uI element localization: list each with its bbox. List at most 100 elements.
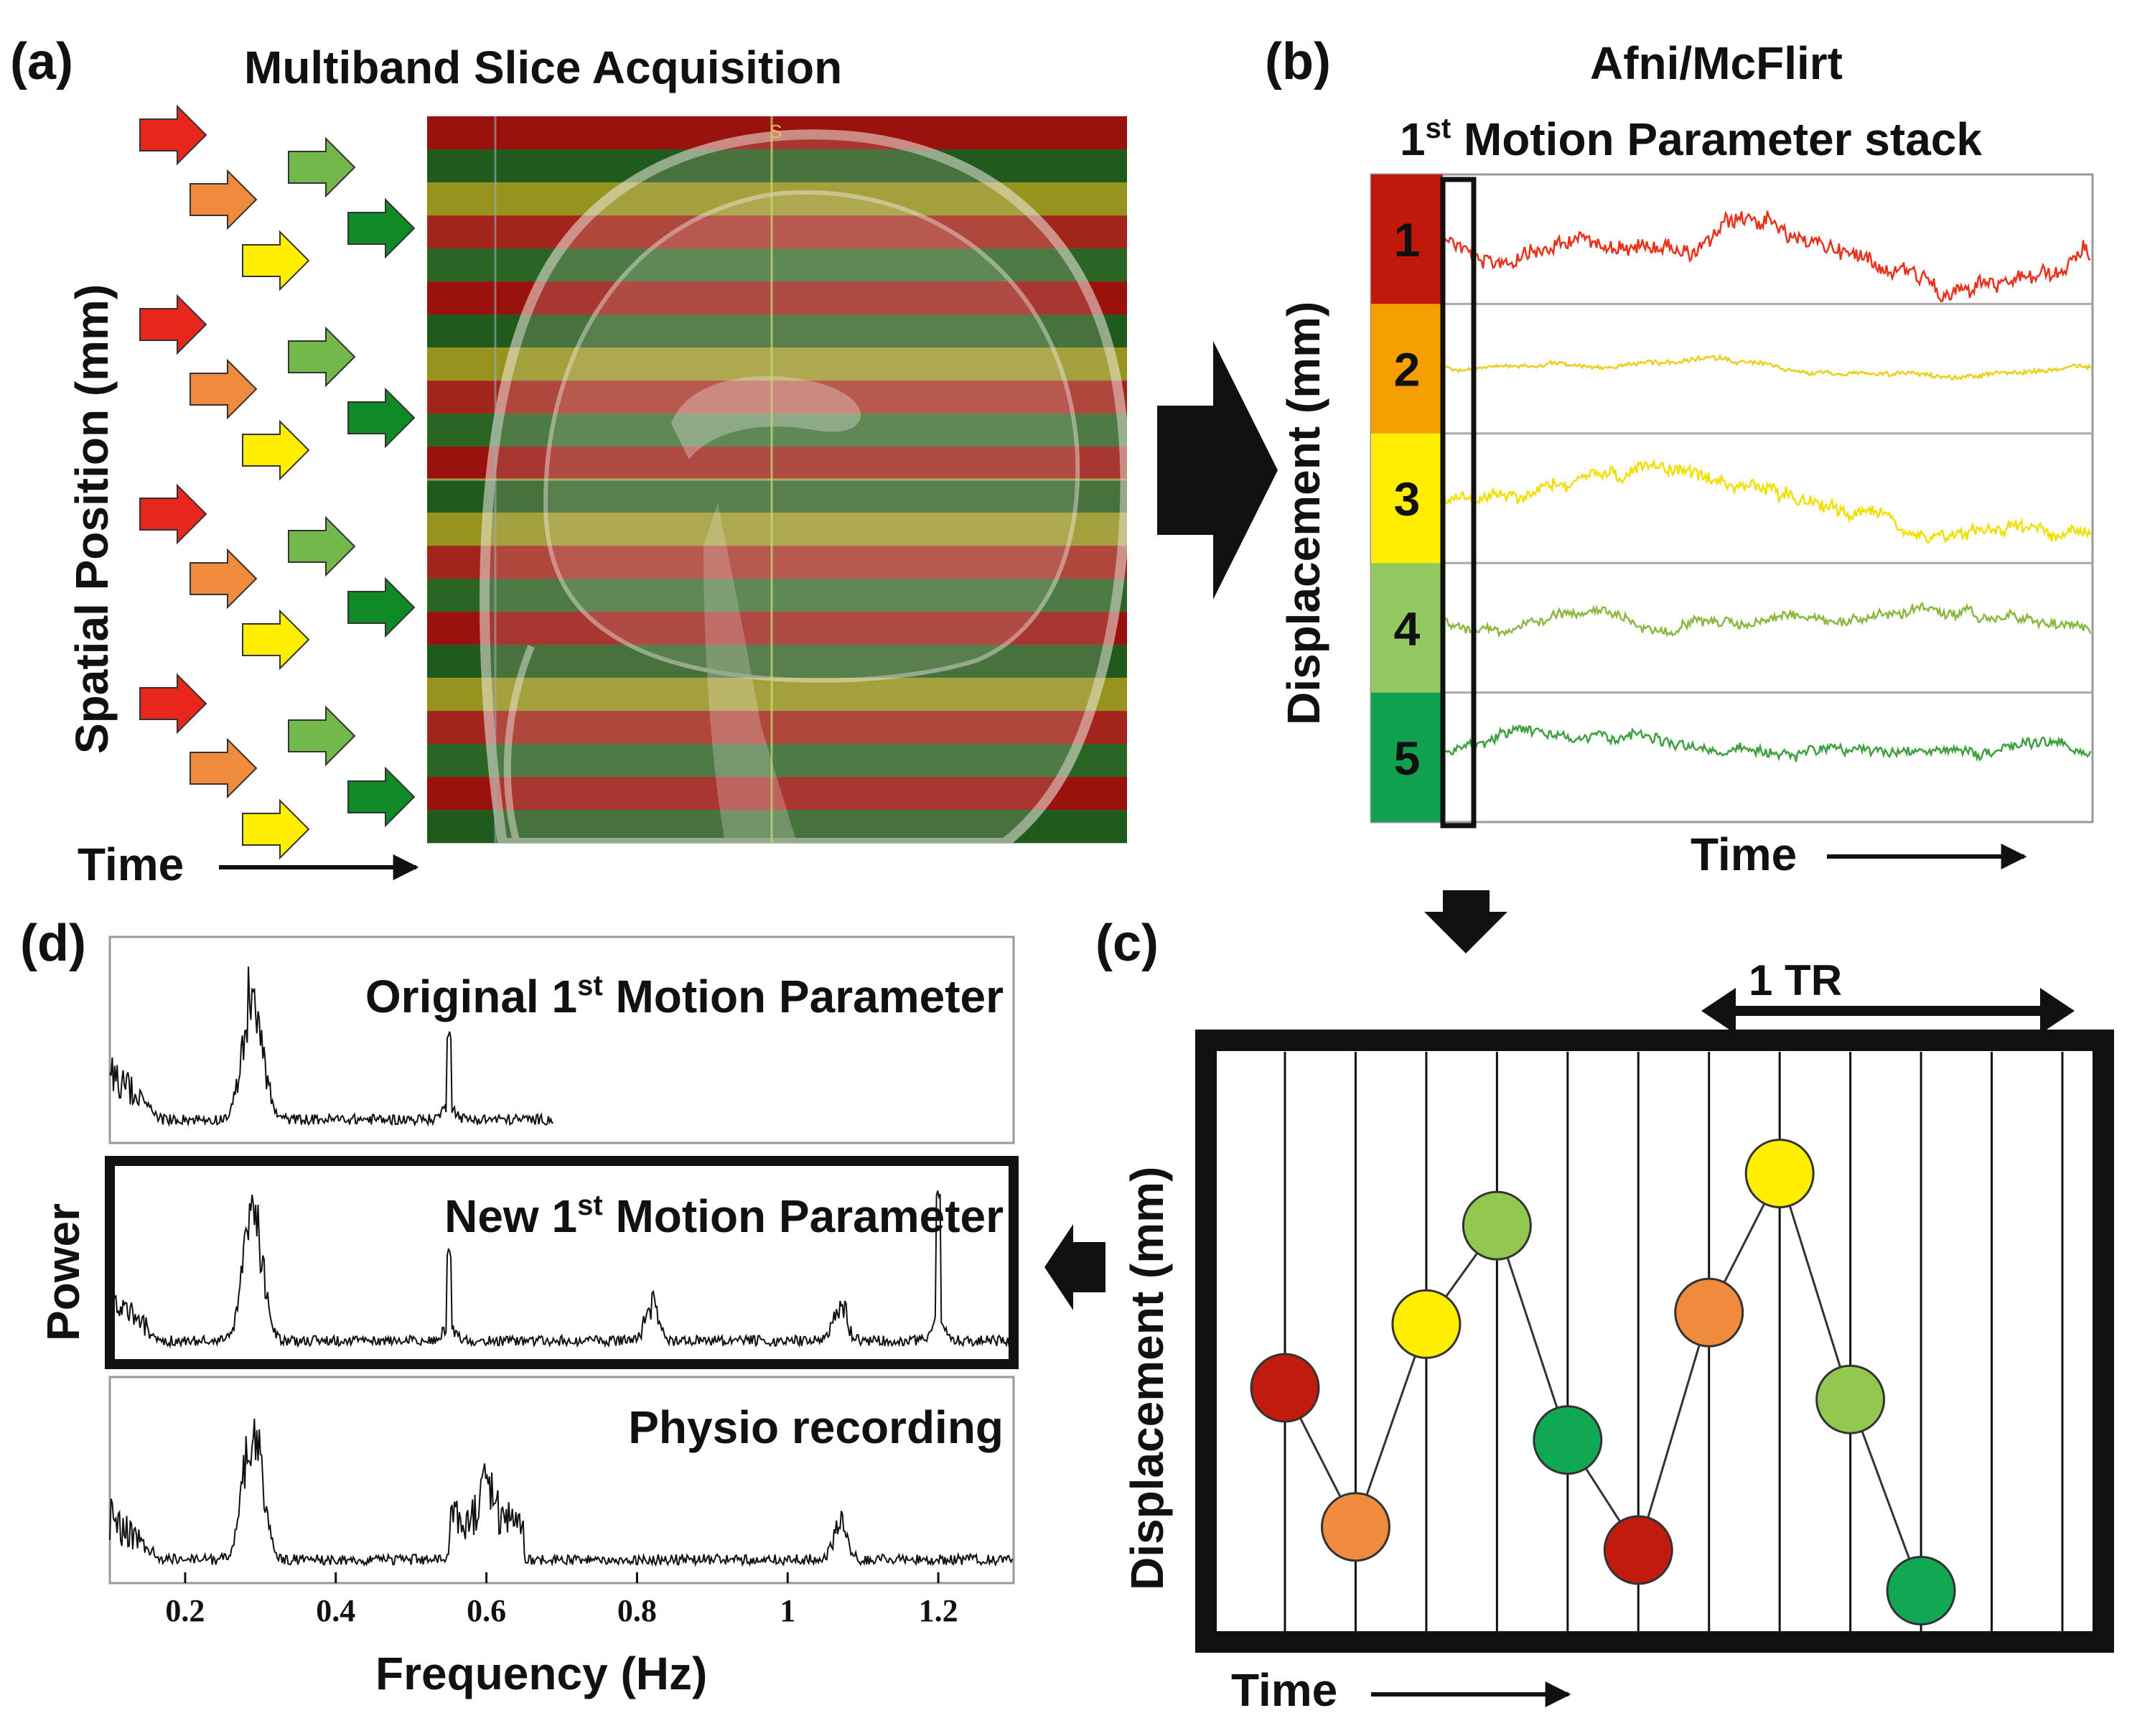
trace-swatch-3 xyxy=(1371,433,1443,564)
motion-trace-1 xyxy=(1441,210,2091,303)
acquisition-arrow-13 xyxy=(288,515,356,577)
spectrum-title-0: Original 1st Motion Parameter xyxy=(365,970,1004,1022)
acquisition-arrow-16 xyxy=(190,737,258,799)
spectrum-line-2 xyxy=(109,1418,1014,1567)
acquisition-arrow-19 xyxy=(347,766,416,828)
panel-b: (b) Afni/McFlirt 1st Motion Parameter st… xyxy=(1265,33,2094,880)
mri-slice-image: S xyxy=(427,116,1127,844)
trace-index-label: 5 xyxy=(1394,732,1421,785)
trace-swatch-5 xyxy=(1371,692,1443,822)
panel-a-x-axis-label: Time xyxy=(78,839,184,890)
spectrum-frame-2 xyxy=(108,1376,1015,1585)
acquisition-arrow-8 xyxy=(288,326,356,388)
resampled-motion-line xyxy=(1284,1170,1922,1592)
panel-a-label: (a) xyxy=(10,33,73,90)
slice-band xyxy=(427,314,1127,348)
panel-b-x-axis-label: Time xyxy=(1691,829,1797,880)
panel-d-x-axis-label: Frequency (Hz) xyxy=(375,1648,707,1699)
slice-band xyxy=(427,678,1127,711)
trace-swatch-1 xyxy=(1371,174,1443,304)
panel-a: (a) Multiband Slice Acquisition Spatial … xyxy=(10,33,1127,890)
slice-band xyxy=(427,579,1127,612)
slice-band xyxy=(427,546,1127,579)
svg-text:S: S xyxy=(770,121,782,142)
resampled-motion-point xyxy=(1744,1138,1815,1208)
spectrum-frame-0 xyxy=(108,935,1015,1144)
panel-c-y-axis-label: Displacement (mm) xyxy=(1121,1167,1173,1590)
slice-band xyxy=(427,513,1127,546)
motion-trace-5 xyxy=(1441,724,2092,762)
arrow-b-to-c xyxy=(1424,890,1507,953)
acquisition-arrow-2 xyxy=(242,230,310,291)
panel-d: (d) Power Original 1st Motion Parameter N… xyxy=(20,915,1019,1699)
frequency-axis-ticks: 0.2 0.4 0.6 0.8 1 1.2 xyxy=(165,1572,958,1628)
slice-band xyxy=(427,645,1127,678)
power-spectra: Original 1st Motion Parameter New 1st Mot… xyxy=(105,935,1019,1585)
frequency-tick-label: 0.4 xyxy=(316,1593,355,1628)
panel-b-subtitle: 1st Motion Parameter stack xyxy=(1400,113,1982,165)
slice-band xyxy=(427,347,1127,381)
slice-band xyxy=(427,744,1127,778)
acquisition-arrow-7 xyxy=(242,419,310,481)
acquisition-arrow-10 xyxy=(139,483,207,545)
trace-swatch-4 xyxy=(1371,563,1443,693)
acquisition-arrow-17 xyxy=(242,798,310,860)
frequency-tick-label: 1 xyxy=(780,1593,795,1628)
spectrum-title-1: New 1st Motion Parameter xyxy=(444,1190,1004,1242)
motion-trace-3 xyxy=(1441,457,2092,544)
resampled-motion-point xyxy=(1886,1556,1956,1626)
resampled-motion-point xyxy=(1320,1492,1390,1562)
resampled-motion-point xyxy=(1815,1364,1886,1434)
slice-band xyxy=(427,215,1127,249)
resampled-motion-points xyxy=(1250,1138,1956,1626)
frequency-tick-label: 0.6 xyxy=(467,1593,506,1628)
tr-label: 1 TR xyxy=(1749,956,1842,1004)
acquisition-arrow-4 xyxy=(347,197,416,259)
spectrum-title-2: Physio recording xyxy=(628,1401,1004,1453)
frequency-tick-label: 0.8 xyxy=(617,1593,657,1628)
acquisition-arrow-9 xyxy=(347,387,416,449)
trace-index-label: 4 xyxy=(1394,602,1421,655)
acquisition-arrow-5 xyxy=(139,294,207,355)
slice-band xyxy=(427,711,1127,745)
acquisition-arrow-12 xyxy=(242,609,310,671)
acquisition-arrow-3 xyxy=(288,136,356,198)
acquisition-arrow-0 xyxy=(139,104,207,166)
motion-trace-stack: 1 2 3 4 5 xyxy=(1371,174,2093,822)
motion-trace-2 xyxy=(1441,353,2092,381)
arrow-c-to-d xyxy=(1044,1224,1105,1310)
acquisition-arrow-11 xyxy=(190,548,258,610)
resampled-motion-point xyxy=(1603,1515,1673,1585)
slice-band xyxy=(427,149,1127,183)
first-slice-highlight xyxy=(1440,177,1477,829)
panel-c-label: (c) xyxy=(1095,915,1159,972)
acquisition-arrow-15 xyxy=(139,673,207,734)
panel-b-title: Afni/McFlirt xyxy=(1590,37,1843,89)
acquisition-arrow-1 xyxy=(190,169,258,230)
trace-index-label: 1 xyxy=(1394,213,1421,266)
acquisition-arrow-6 xyxy=(190,358,258,420)
panel-a-title: Multiband Slice Acquisition xyxy=(244,42,842,93)
trace-index-label: 3 xyxy=(1394,472,1421,526)
resampled-motion-point xyxy=(1462,1190,1532,1261)
acquisition-arrow-14 xyxy=(347,577,416,638)
trace-swatch-2 xyxy=(1371,304,1443,434)
acquisition-arrows xyxy=(139,104,416,860)
motion-trace-4 xyxy=(1441,602,2092,638)
slice-band xyxy=(427,381,1127,414)
spectrum-line-1 xyxy=(109,1190,1014,1349)
panel-c-x-axis-label: Time xyxy=(1231,1664,1337,1716)
panel-d-y-axis-label: Power xyxy=(37,1203,89,1341)
arrow-a-to-b xyxy=(1157,341,1278,599)
resampled-motion-point xyxy=(1674,1277,1744,1348)
slice-band xyxy=(427,414,1127,447)
head-silhouette xyxy=(480,129,1127,843)
resampled-motion-point xyxy=(1250,1353,1320,1423)
resampled-motion-point xyxy=(1391,1289,1462,1359)
slice-band xyxy=(427,777,1127,811)
trace-index-label: 2 xyxy=(1394,343,1421,396)
resampled-motion-point xyxy=(1533,1405,1603,1475)
panel-b-y-axis-label: Displacement (mm) xyxy=(1278,302,1329,725)
panel-a-y-axis-label: Spatial Position (mm) xyxy=(66,284,118,754)
